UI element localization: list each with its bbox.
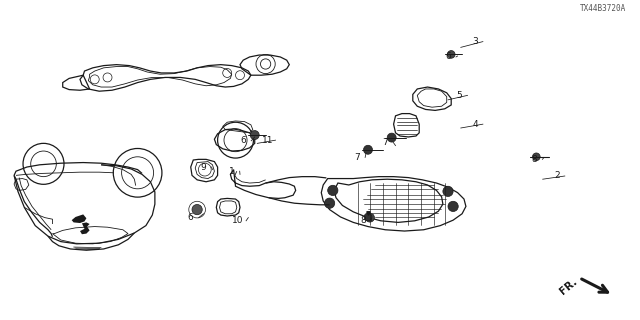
Circle shape <box>387 133 396 142</box>
Text: 11: 11 <box>262 136 273 145</box>
Text: 3: 3 <box>472 37 477 46</box>
Circle shape <box>328 185 338 196</box>
Circle shape <box>364 213 372 221</box>
Circle shape <box>447 51 455 58</box>
Circle shape <box>364 145 372 154</box>
Text: 6: 6 <box>445 52 451 61</box>
Text: 4: 4 <box>472 120 477 129</box>
Circle shape <box>448 201 458 212</box>
Text: 9: 9 <box>201 163 206 172</box>
Text: 10: 10 <box>232 216 244 225</box>
Polygon shape <box>80 222 90 234</box>
Circle shape <box>443 186 453 196</box>
Circle shape <box>532 153 540 161</box>
Text: TX44B3720A: TX44B3720A <box>580 4 626 13</box>
Text: FR.: FR. <box>557 276 579 296</box>
Text: 7: 7 <box>355 153 360 162</box>
Circle shape <box>324 198 335 208</box>
Circle shape <box>365 213 374 222</box>
Text: 2: 2 <box>554 172 559 180</box>
Polygon shape <box>72 214 86 223</box>
Text: 6: 6 <box>241 136 246 145</box>
Circle shape <box>250 131 259 140</box>
Text: 5: 5 <box>457 91 462 100</box>
Circle shape <box>192 204 202 215</box>
Text: 6: 6 <box>188 213 193 222</box>
Text: 8: 8 <box>361 216 366 225</box>
Text: 1: 1 <box>229 167 234 176</box>
Text: 7: 7 <box>383 138 388 147</box>
Text: 8: 8 <box>532 155 537 164</box>
